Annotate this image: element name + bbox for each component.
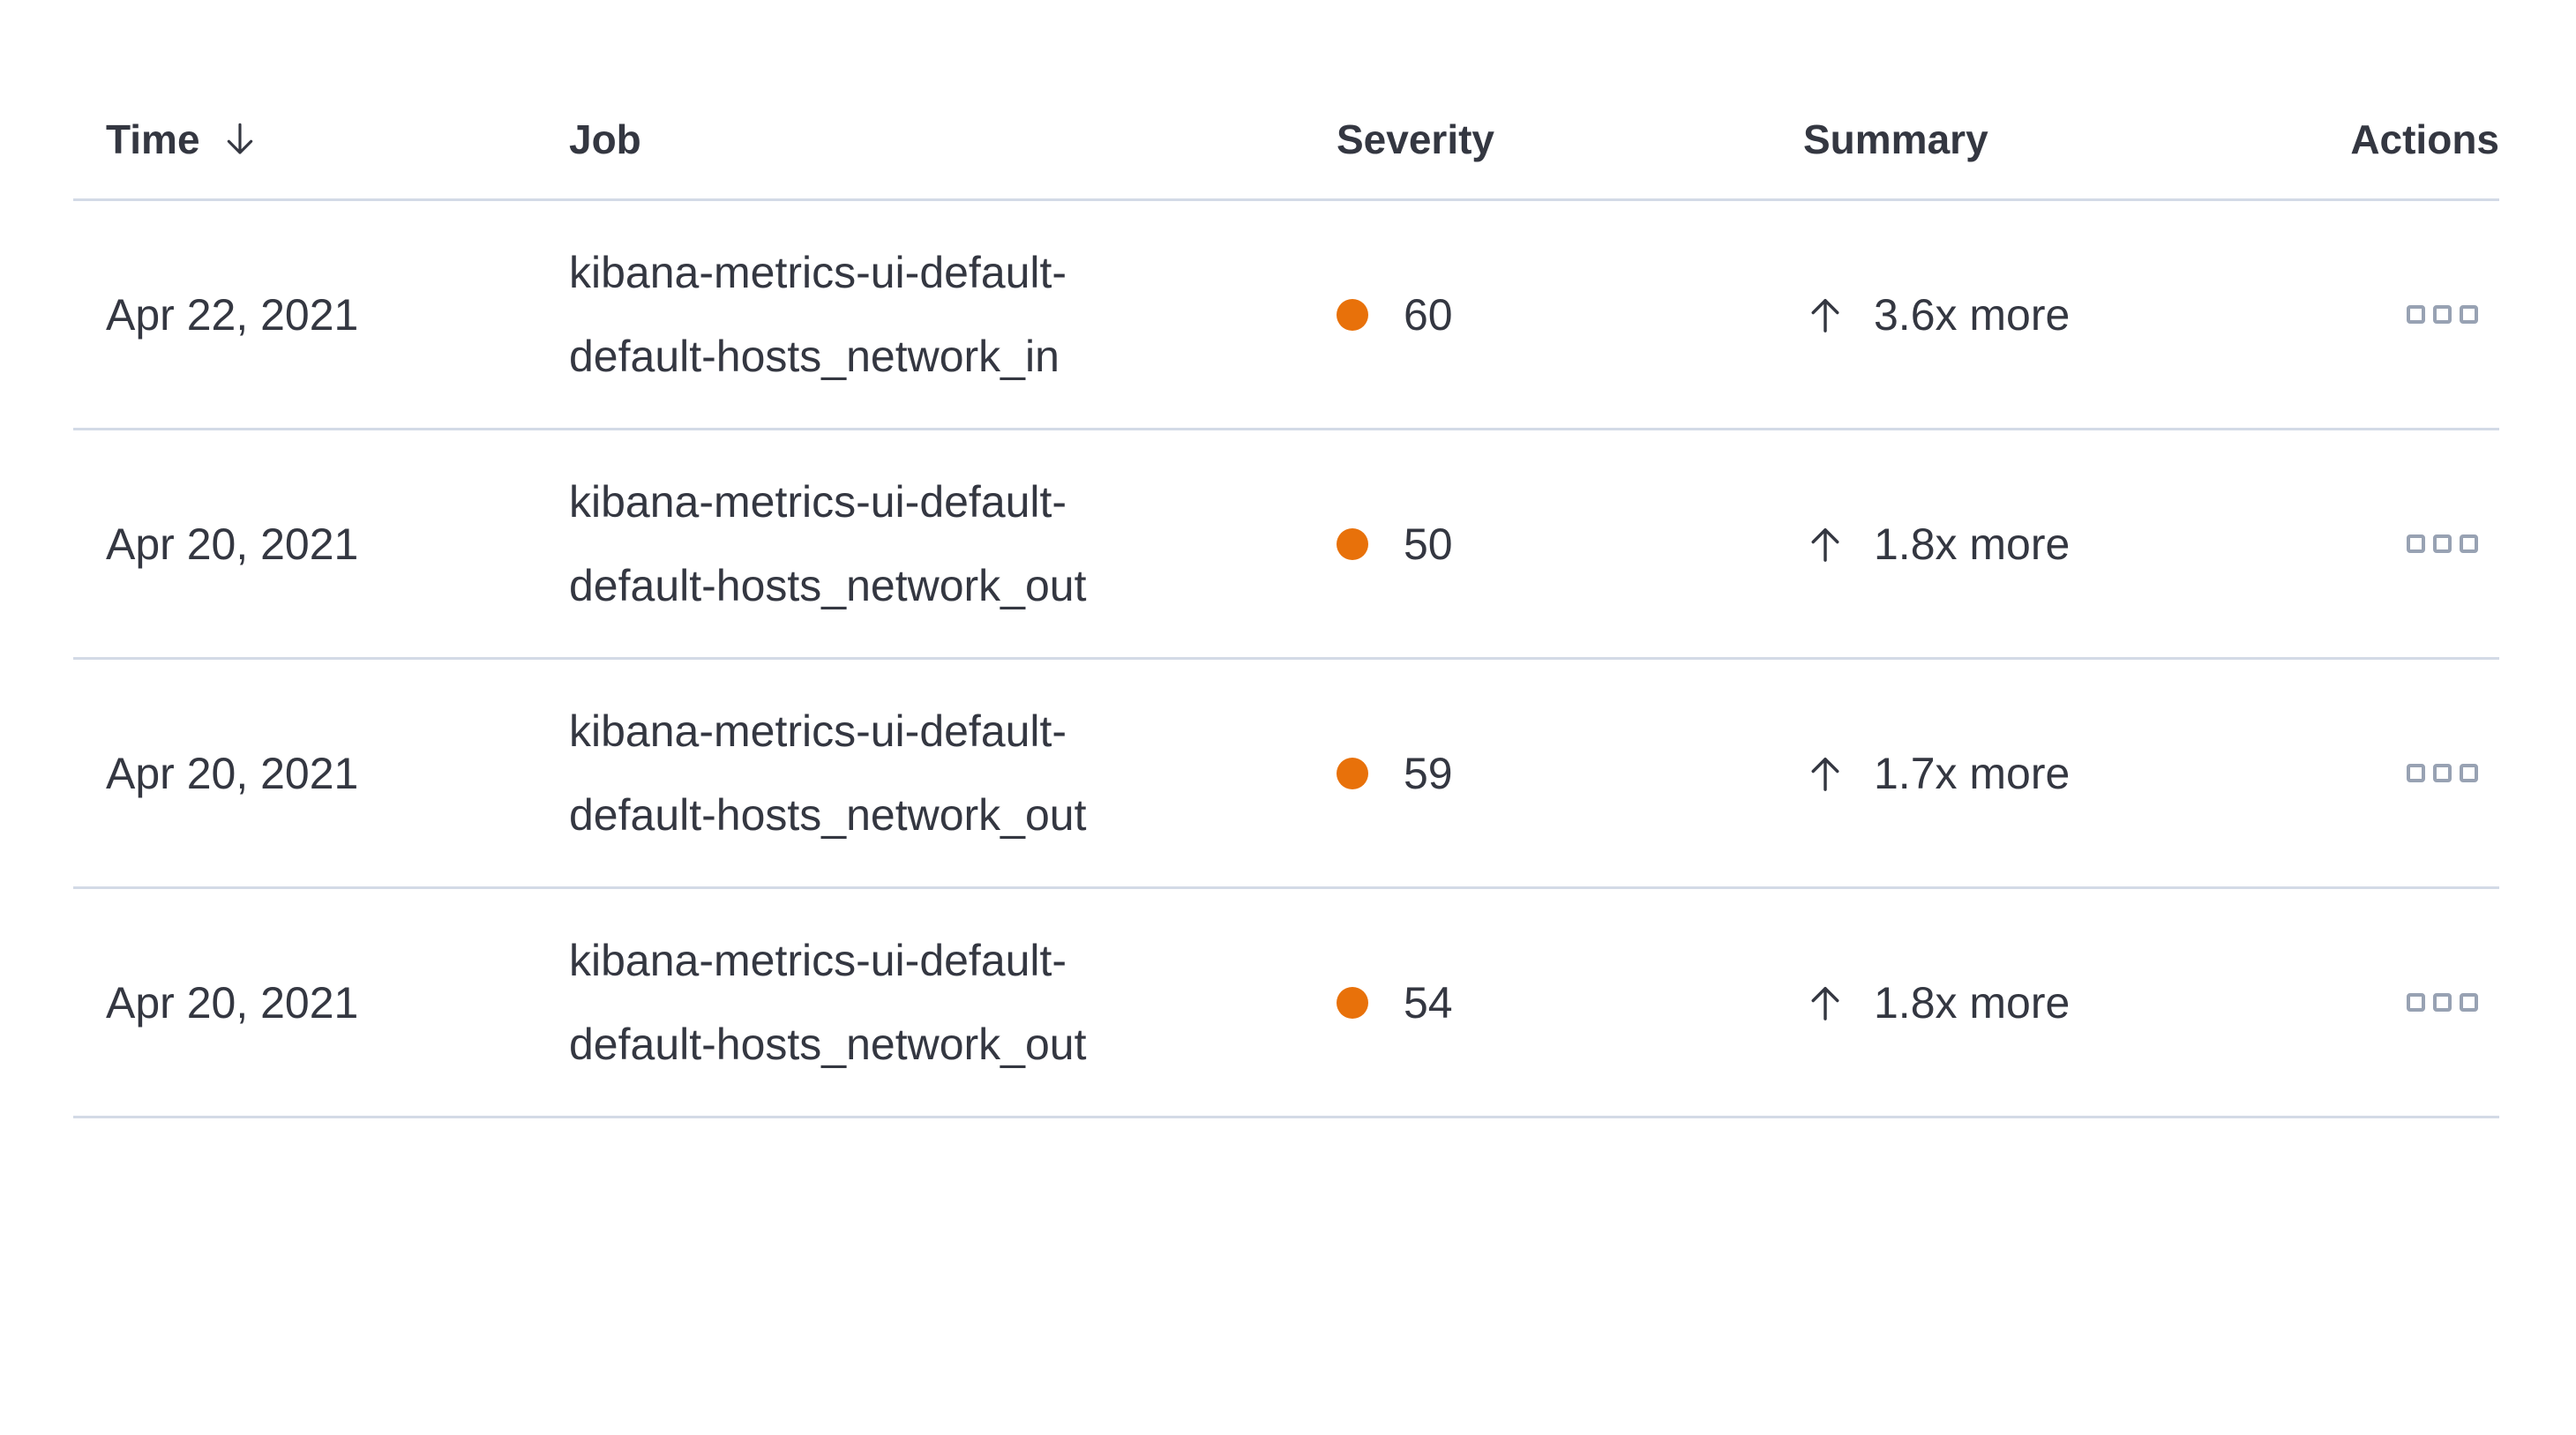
job-id-line-2: default-hosts_network_out [569, 789, 1087, 840]
actions-cell [2359, 759, 2499, 788]
job-id-line-2: default-hosts_network_in [569, 331, 1060, 381]
time-value: Apr 20, 2021 [106, 519, 359, 569]
anomaly-row: Apr 20, 2021 kibana-metrics-ui-default- … [73, 660, 2499, 889]
job-cell: kibana-metrics-ui-default- default-hosts… [569, 690, 1337, 857]
severity-cell: 60 [1337, 289, 1803, 340]
boxes-horizontal-icon [2433, 534, 2452, 553]
arrow-up-icon [1811, 298, 1839, 333]
boxes-horizontal-icon [2433, 305, 2452, 324]
table-body: Apr 22, 2021 kibana-metrics-ui-default- … [73, 201, 2499, 1118]
boxes-horizontal-icon [2407, 534, 2425, 553]
row-actions-button[interactable] [2401, 300, 2483, 329]
boxes-horizontal-icon [2460, 534, 2478, 553]
severity-cell: 50 [1337, 519, 1803, 570]
row-actions-button[interactable] [2401, 529, 2483, 558]
row-actions-button[interactable] [2401, 759, 2483, 788]
job-id-line-2: default-hosts_network_out [569, 560, 1087, 610]
job-cell: kibana-metrics-ui-default- default-hosts… [569, 460, 1337, 628]
time-value: Apr 20, 2021 [106, 977, 359, 1028]
severity-dot-icon [1337, 527, 1368, 560]
column-header-severity-label: Severity [1337, 116, 1495, 162]
summary-text: 1.7x more [1874, 748, 2071, 798]
severity-dot-icon [1337, 986, 1368, 1019]
summary-cell: 1.7x more [1803, 748, 2359, 799]
severity-score: 59 [1404, 748, 1453, 798]
boxes-horizontal-icon [2433, 993, 2452, 1012]
time-value: Apr 20, 2021 [106, 748, 359, 798]
arrow-up-icon [1811, 757, 1839, 791]
anomaly-row: Apr 22, 2021 kibana-metrics-ui-default- … [73, 201, 2499, 430]
boxes-horizontal-icon [2433, 764, 2452, 782]
job-id-line-2: default-hosts_network_out [569, 1019, 1087, 1069]
anomaly-row: Apr 20, 2021 kibana-metrics-ui-default- … [73, 889, 2499, 1118]
column-header-severity: Severity [1337, 116, 1803, 163]
time-cell: Apr 22, 2021 [73, 289, 569, 340]
column-header-time-label: Time [106, 116, 200, 162]
sort-down-icon [227, 123, 252, 154]
column-header-job: Job [569, 116, 1337, 163]
job-id-line-1: kibana-metrics-ui-default- [569, 247, 1067, 297]
severity-cell: 54 [1337, 977, 1803, 1028]
time-cell: Apr 20, 2021 [73, 748, 569, 799]
severity-cell: 59 [1337, 748, 1803, 799]
summary-text: 1.8x more [1874, 977, 2071, 1028]
severity-score: 60 [1404, 289, 1453, 340]
table-header-row: Time Job Severity Summary Actions [73, 79, 2499, 201]
arrow-up-icon [1811, 986, 1839, 1020]
time-value: Apr 22, 2021 [106, 289, 359, 340]
actions-cell [2359, 529, 2499, 558]
boxes-horizontal-icon [2460, 764, 2478, 782]
time-cell: Apr 20, 2021 [73, 519, 569, 570]
summary-cell: 1.8x more [1803, 519, 2359, 570]
column-header-time[interactable]: Time [73, 116, 569, 163]
column-header-job-label: Job [569, 116, 641, 162]
severity-dot-icon [1337, 298, 1368, 331]
severity-score: 50 [1404, 519, 1453, 569]
column-header-actions-label: Actions [2350, 116, 2499, 162]
actions-cell [2359, 300, 2499, 329]
actions-cell [2359, 988, 2499, 1017]
summary-text: 1.8x more [1874, 519, 2071, 569]
anomalies-table: Time Job Severity Summary Actions Apr 22… [73, 79, 2499, 1118]
time-cell: Apr 20, 2021 [73, 977, 569, 1028]
boxes-horizontal-icon [2407, 764, 2425, 782]
summary-cell: 1.8x more [1803, 977, 2359, 1028]
summary-text: 3.6x more [1874, 289, 2071, 340]
job-cell: kibana-metrics-ui-default- default-hosts… [569, 231, 1337, 399]
arrow-up-icon [1811, 527, 1839, 562]
boxes-horizontal-icon [2460, 305, 2478, 324]
job-cell: kibana-metrics-ui-default- default-hosts… [569, 919, 1337, 1087]
boxes-horizontal-icon [2460, 993, 2478, 1012]
summary-cell: 3.6x more [1803, 289, 2359, 340]
row-actions-button[interactable] [2401, 988, 2483, 1017]
column-header-summary-label: Summary [1803, 116, 1988, 162]
boxes-horizontal-icon [2407, 305, 2425, 324]
job-id-line-1: kibana-metrics-ui-default- [569, 935, 1067, 985]
job-id-line-1: kibana-metrics-ui-default- [569, 706, 1067, 756]
anomaly-row: Apr 20, 2021 kibana-metrics-ui-default- … [73, 430, 2499, 660]
severity-dot-icon [1337, 757, 1368, 789]
column-header-actions: Actions [2350, 116, 2499, 163]
job-id-line-1: kibana-metrics-ui-default- [569, 476, 1067, 527]
column-header-summary: Summary [1803, 116, 2359, 163]
boxes-horizontal-icon [2407, 993, 2425, 1012]
severity-score: 54 [1404, 977, 1453, 1028]
